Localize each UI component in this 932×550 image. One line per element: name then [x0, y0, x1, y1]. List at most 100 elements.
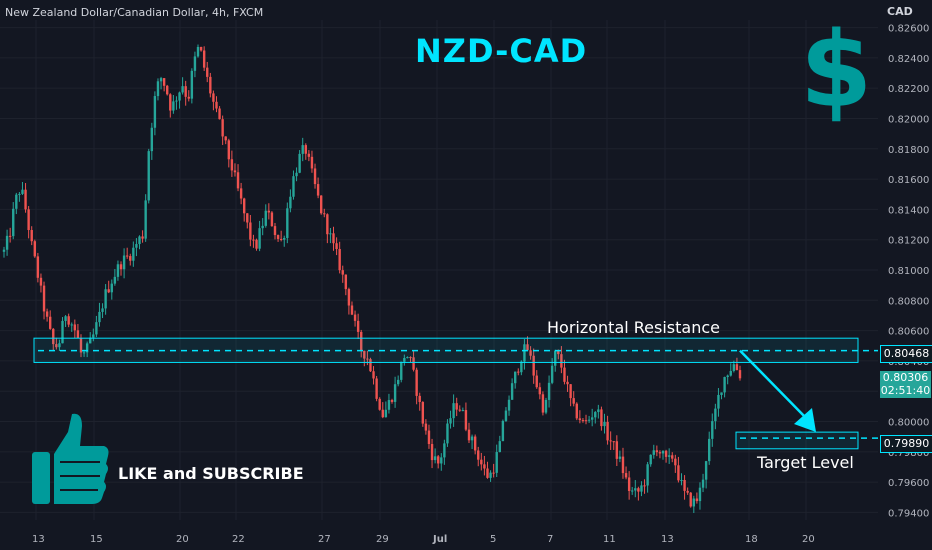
candle-body [147, 151, 150, 201]
candle-body [427, 430, 431, 445]
countdown-timer: 02:51:40 [880, 384, 931, 397]
candle-body [590, 417, 594, 420]
candle-body [132, 247, 135, 261]
candle-body [612, 441, 615, 443]
candle-body [550, 365, 554, 383]
time-tick-label: 5 [490, 534, 496, 545]
candle-body [695, 498, 699, 502]
candle-body [452, 403, 455, 419]
candle-body [458, 409, 461, 411]
candle-body [437, 456, 440, 464]
time-tick-label: 18 [745, 534, 758, 545]
candle-body [664, 450, 668, 457]
candle-body [273, 226, 277, 236]
candle-body [403, 358, 406, 362]
candle-body [107, 289, 110, 293]
candle-body [400, 361, 403, 380]
candle-body [252, 239, 255, 241]
candle-body [33, 241, 36, 257]
candle-body [652, 450, 655, 455]
candle-body [307, 153, 311, 157]
candle-body [461, 410, 465, 412]
candle-body [125, 255, 129, 257]
candle-body [692, 498, 696, 507]
candle-body [618, 456, 622, 459]
candle-body [184, 86, 187, 97]
candle-body [501, 420, 505, 442]
time-tick-label: 7 [547, 534, 553, 545]
candle-body [169, 94, 172, 111]
candle-body [655, 450, 659, 453]
candle-body [52, 328, 55, 345]
price-tick-label: 0.81200 [888, 236, 929, 247]
candle-body [513, 371, 517, 384]
candle-series [2, 44, 742, 514]
chart-title: NZD-CAD [415, 32, 588, 70]
candle-body [735, 364, 739, 371]
candle-body [138, 236, 141, 245]
candle-body [122, 255, 126, 270]
candle-body [5, 235, 9, 250]
candle-body [498, 441, 501, 453]
candle-body [603, 421, 606, 427]
candle-body [101, 308, 104, 312]
price-tick-label: 0.82200 [888, 84, 929, 95]
candle-body [455, 403, 458, 410]
candle-body [409, 357, 412, 359]
candle-body [366, 358, 369, 360]
candle-body [473, 436, 477, 451]
price-tick-label: 0.82000 [888, 114, 929, 125]
candle-body [683, 479, 686, 491]
time-tick-label: 22 [232, 534, 245, 545]
candle-body [156, 81, 160, 97]
price-tick-label: 0.81800 [888, 145, 929, 156]
candle-body [153, 96, 157, 128]
candle-body [243, 198, 246, 214]
time-tick-label: 13 [661, 534, 674, 545]
price-tick-label: 0.81400 [888, 205, 929, 216]
candle-body [387, 400, 391, 410]
candle-body [375, 378, 378, 399]
candle-body [202, 50, 206, 68]
candle-body [600, 409, 603, 427]
thumbs-up-icon [32, 413, 109, 504]
candle-body [119, 264, 123, 270]
candle-body [597, 409, 600, 413]
candle-body [289, 196, 292, 209]
candle-body [304, 145, 307, 154]
candle-body [581, 420, 585, 422]
candle-body [301, 145, 304, 154]
candle-body [193, 56, 197, 71]
target-label: Target Level [757, 453, 854, 472]
candle-body [55, 344, 58, 348]
target-price-tag: 0.79890 [880, 435, 932, 453]
candle-body [529, 350, 532, 356]
candle-body [64, 316, 67, 321]
candle-body [110, 283, 113, 293]
candle-body [190, 70, 194, 99]
candle-body [326, 214, 329, 235]
candle-body [412, 357, 415, 370]
candle-body [421, 401, 425, 424]
candle-body [578, 418, 582, 421]
time-tick-label: 20 [802, 534, 815, 545]
candle-body [433, 456, 437, 461]
candle-body [267, 210, 271, 213]
candle-body [347, 289, 351, 306]
candle-body [264, 210, 267, 226]
candle-body [175, 100, 178, 102]
candle-body [535, 375, 538, 388]
candle-body [587, 419, 591, 421]
candle-body [8, 235, 12, 237]
candle-body [292, 176, 295, 197]
candle-body [557, 350, 560, 355]
candle-body [295, 172, 298, 177]
candle-body [640, 485, 643, 492]
candle-body [689, 492, 692, 507]
chart-grid [0, 20, 878, 520]
candle-body [406, 357, 409, 359]
candle-body [671, 455, 674, 459]
price-tick-label: 0.80600 [888, 327, 929, 338]
candle-body [369, 359, 372, 372]
